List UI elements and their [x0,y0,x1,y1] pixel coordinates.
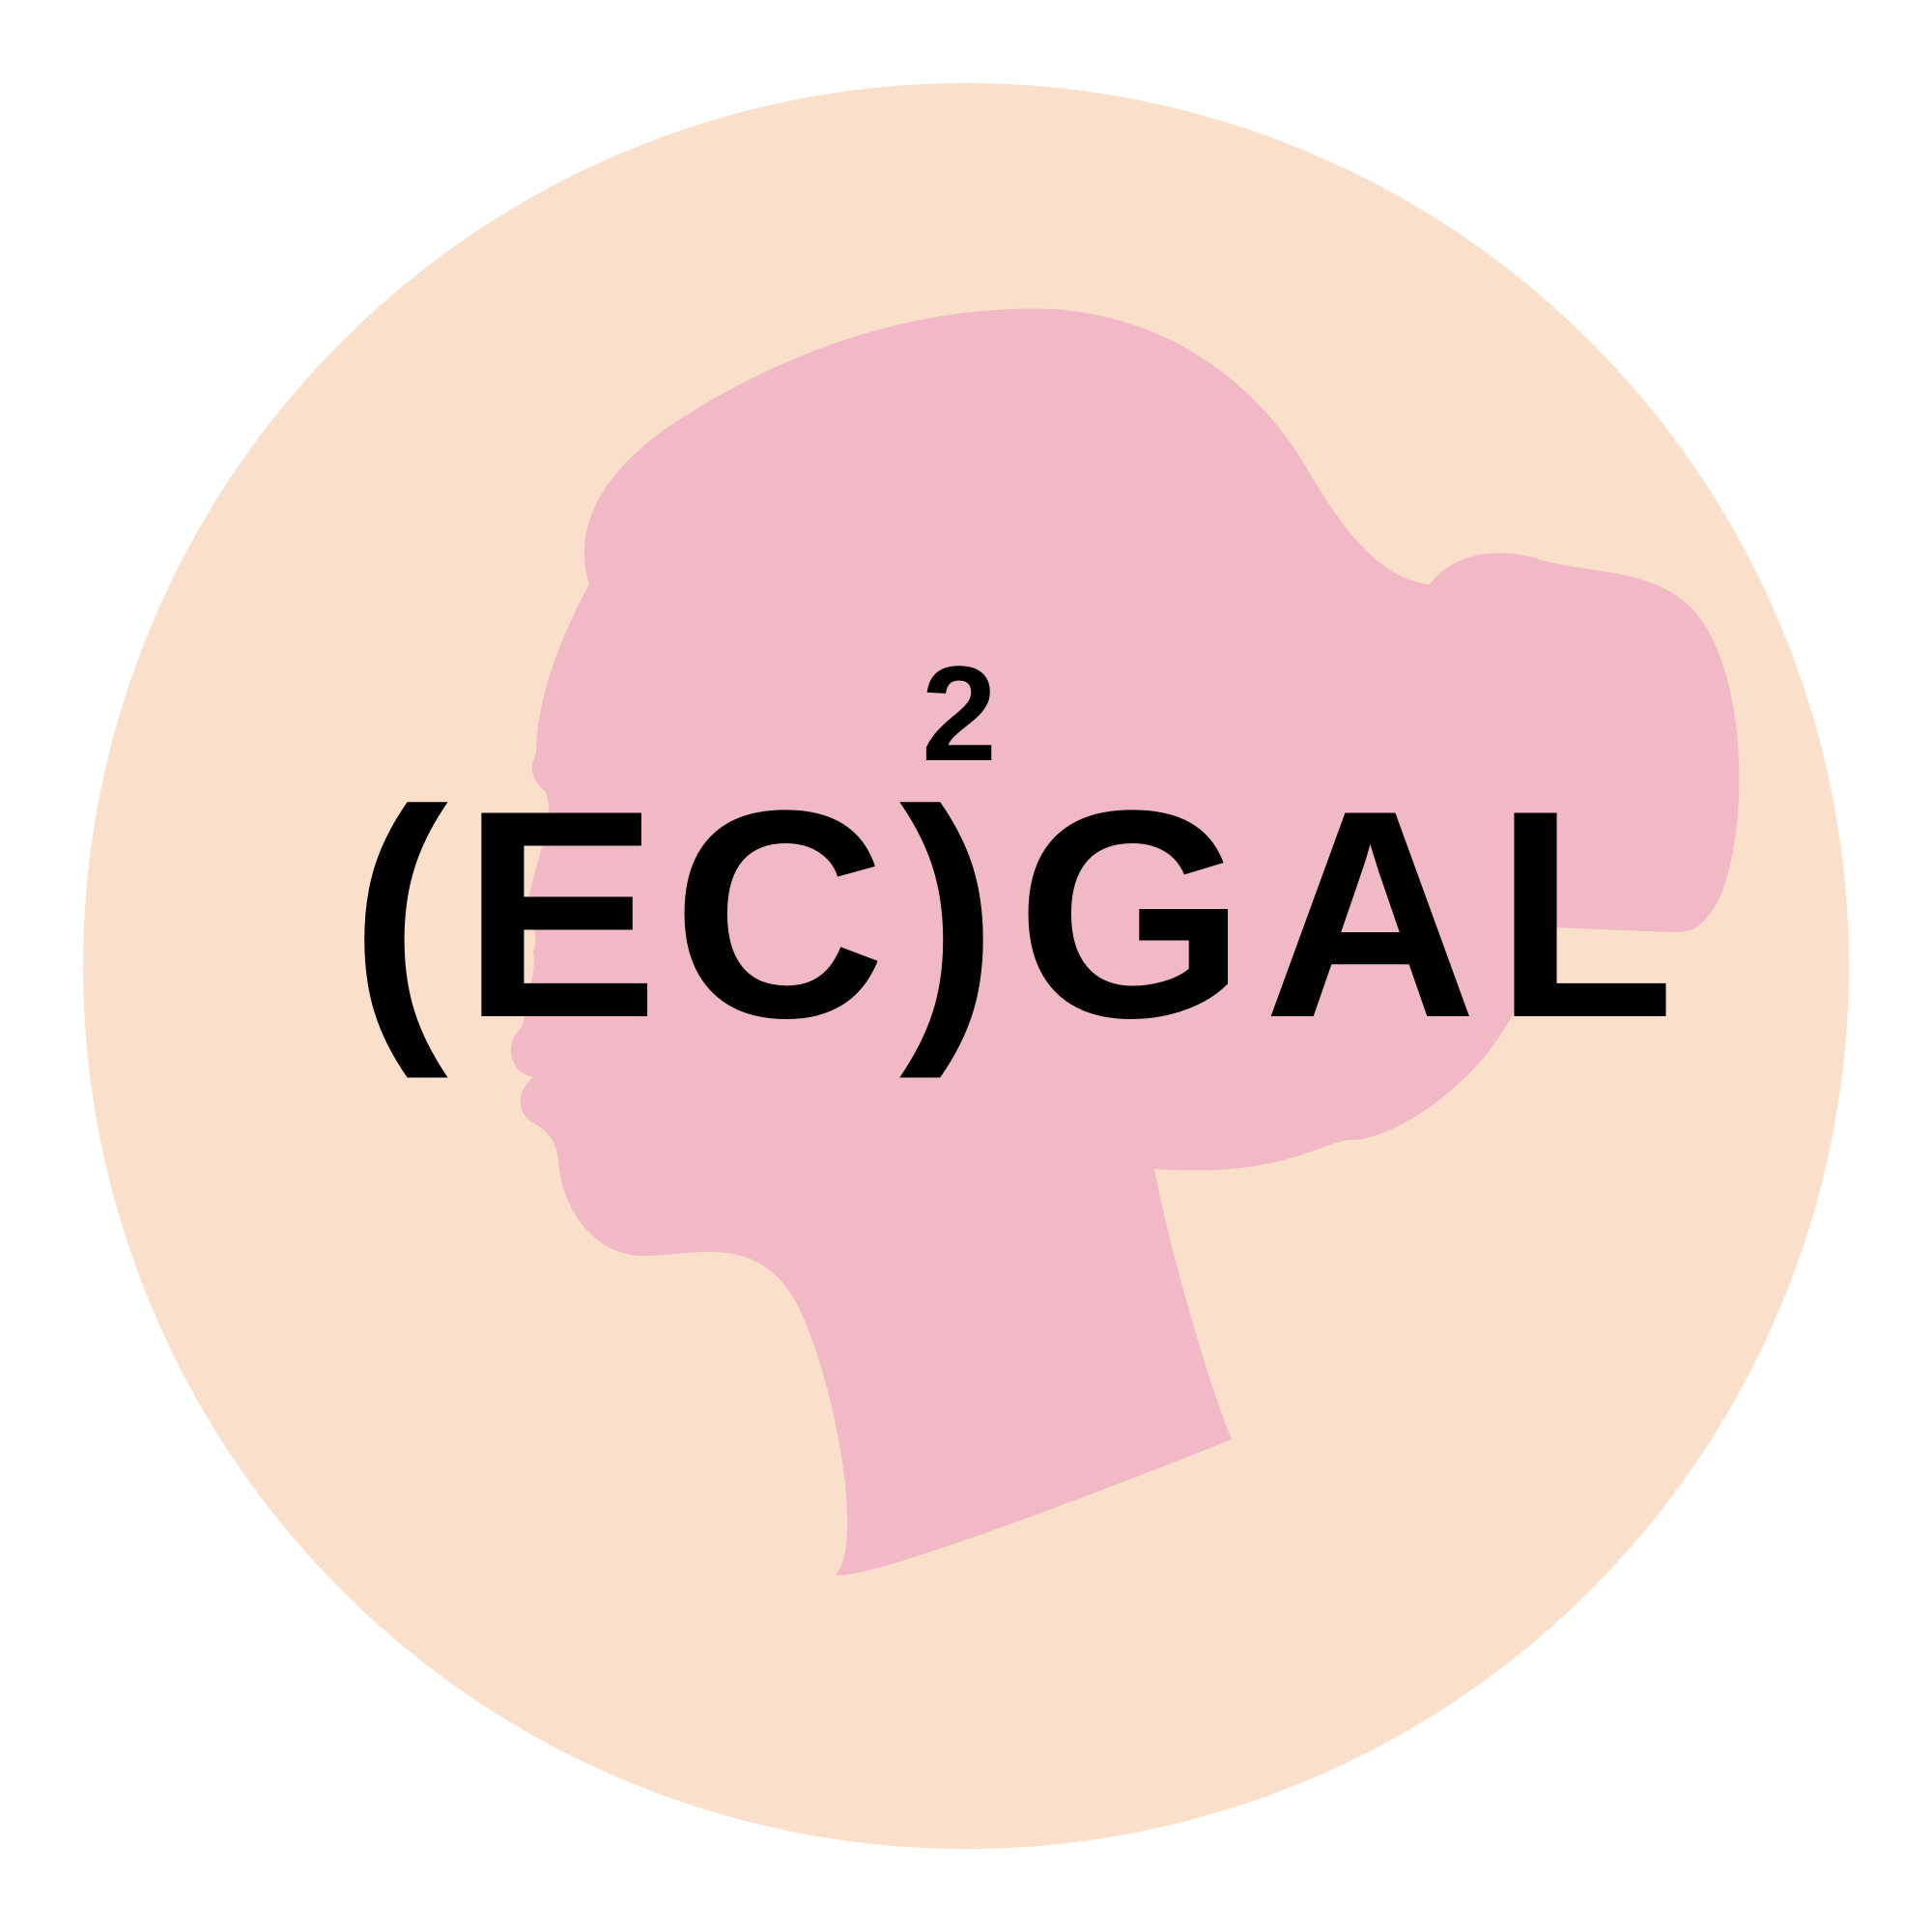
woman-head-profile-icon [511,308,1740,1576]
